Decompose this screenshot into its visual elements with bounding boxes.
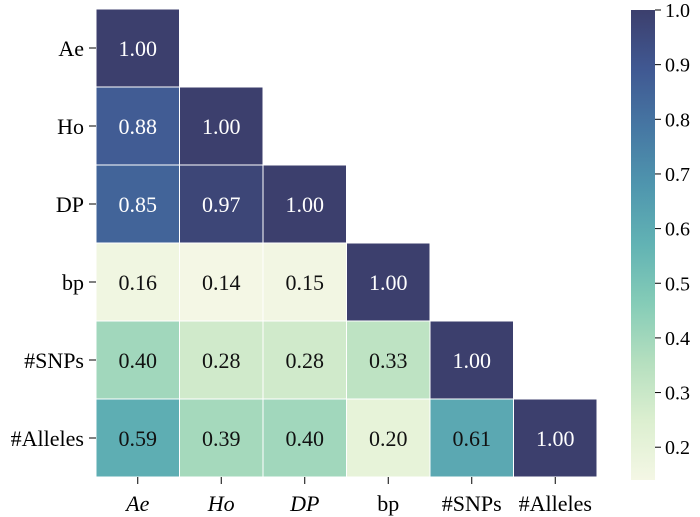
colorbar-tick-label: 0.3: [665, 383, 690, 405]
heatmap-cell: [346, 320, 431, 400]
heatmap-cell: [179, 398, 264, 478]
column-label: Ae: [124, 491, 149, 516]
heatmap-cell: [95, 8, 180, 88]
heatmap-cells: 1.00 0.88 1.00 0.85 0.97 1.00 0.16 0.14 0.15 1.00…: [95, 8, 598, 478]
cell-value-label: 0.28: [286, 348, 325, 373]
cell-value-label: 0.59: [119, 426, 158, 451]
heatmap-cell: [346, 398, 431, 478]
heatmap-cell: [429, 398, 514, 478]
cell-value-label: 1.00: [453, 348, 492, 373]
colorbar-tick-label: 0.7: [665, 164, 690, 186]
colorbar-tick-label: 0.5: [665, 273, 690, 295]
column-label: DP: [289, 491, 319, 516]
cell-value-label: 1.00: [286, 192, 325, 217]
heatmap-cell: [262, 320, 347, 400]
cell-value-label: 0.40: [286, 426, 325, 451]
cell-value-label: 0.16: [119, 270, 158, 295]
colorbar-tick-label: 0.9: [665, 55, 690, 77]
cell-value-label: 1.00: [202, 114, 241, 139]
row-labels: Ae Ho DP bp #SNPs #Alleles: [11, 36, 96, 451]
cell-value-label: 1.00: [369, 270, 408, 295]
heatmap-cell: [429, 320, 514, 400]
row-label: DP: [56, 192, 84, 217]
cell-value-label: 0.14: [202, 270, 241, 295]
colorbar-tick-label: 0.4: [665, 328, 690, 350]
colorbar-tick-label: 0.6: [665, 219, 690, 241]
heatmap-cell: [346, 242, 431, 322]
heatmap-cell: [513, 398, 598, 478]
colorbar-tick-label: 0.8: [665, 109, 690, 131]
cell-value-label: 0.28: [202, 348, 241, 373]
heatmap-cell: [262, 398, 347, 478]
cell-value-label: 0.85: [119, 192, 158, 217]
cell-value-label: 1.00: [536, 426, 575, 451]
cell-value-label: 1.00: [119, 36, 158, 61]
row-label: #Alleles: [11, 426, 84, 451]
cell-value-label: 0.88: [119, 114, 158, 139]
row-label: Ae: [58, 36, 84, 61]
cell-value-label: 0.20: [369, 426, 408, 451]
column-label: #SNPs: [442, 491, 502, 516]
cell-value-label: 0.97: [202, 192, 241, 217]
row-label: Ho: [57, 114, 84, 139]
cell-value-label: 0.15: [286, 270, 325, 295]
cell-value-label: 0.61: [453, 426, 492, 451]
column-labels: Ae Ho DP bp #SNPs #Alleles: [124, 477, 592, 516]
colorbar-tick-label: 1.0: [665, 0, 690, 22]
row-label: bp: [62, 270, 84, 295]
heatmap-cell: [179, 164, 264, 244]
heatmap-cell: [179, 86, 264, 166]
column-label: #Alleles: [519, 491, 592, 516]
cell-value-label: 0.40: [119, 348, 158, 373]
cell-value-label: 0.39: [202, 426, 241, 451]
column-label: Ho: [207, 491, 235, 516]
colorbar-tick-label: 0.2: [665, 437, 690, 459]
heatmap-cell: [262, 164, 347, 244]
heatmap-cell: [95, 164, 180, 244]
heatmap-cell: [179, 242, 264, 322]
column-label: bp: [377, 491, 399, 516]
heatmap-cell: [179, 320, 264, 400]
cell-value-label: 0.33: [369, 348, 408, 373]
row-label: #SNPs: [24, 348, 84, 373]
heatmap-cell: [95, 86, 180, 166]
colorbar: 0.2 0.3 0.4 0.5 0.6 0.7 0.8 0.9 1.0: [631, 0, 690, 480]
colorbar-gradient: [631, 10, 655, 480]
